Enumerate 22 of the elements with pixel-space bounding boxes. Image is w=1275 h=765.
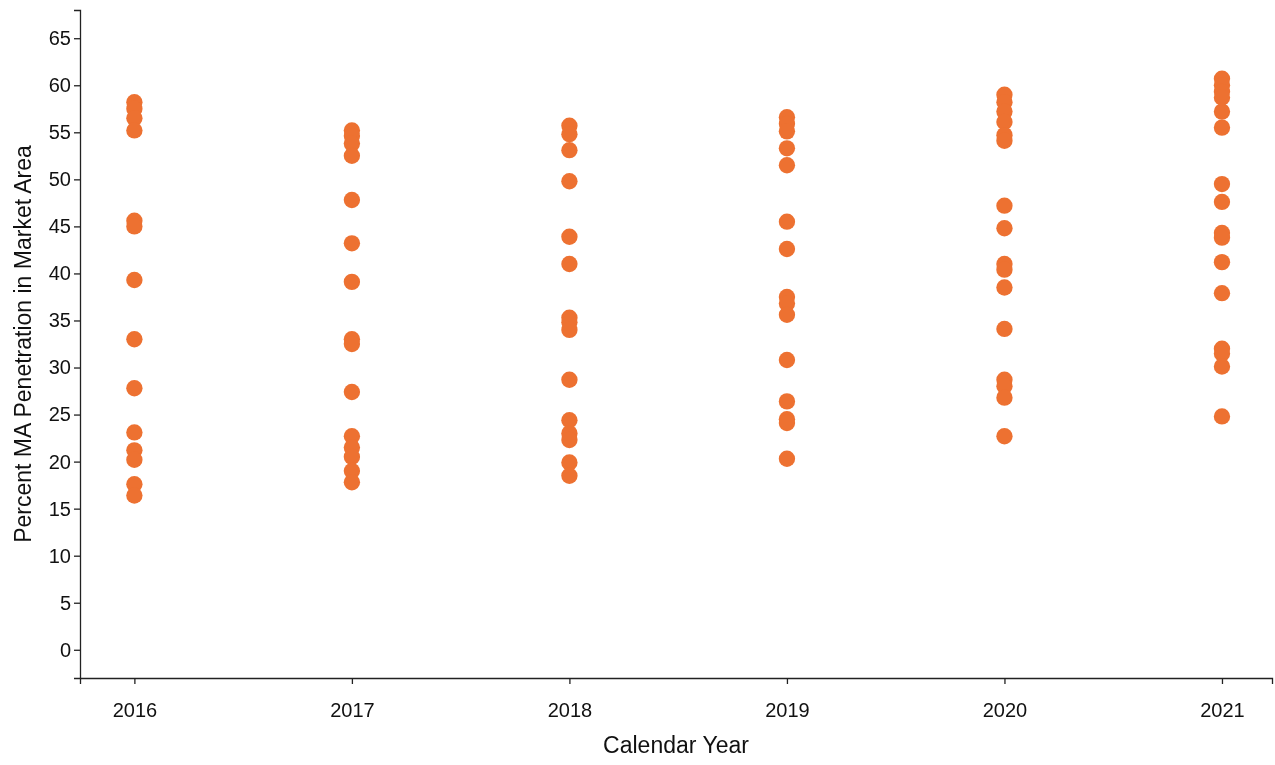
y-tick-label: 15 <box>48 497 71 520</box>
y-tick-label: 0 <box>59 638 71 661</box>
x-tick-label: 2018 <box>547 699 593 721</box>
y-tick-label: 40 <box>48 262 71 285</box>
y-tick-label: 45 <box>48 215 71 238</box>
x-tick-label: 2017 <box>330 699 375 721</box>
y-axis-title: Percent MA Penetration in Market Area <box>10 145 36 543</box>
y-tick-label: 30 <box>48 356 71 379</box>
x-axis-title: Calendar Year <box>603 732 750 758</box>
x-tick-label: 2020 <box>982 699 1028 721</box>
x-tick-label: 2021 <box>1200 699 1245 721</box>
y-tick-label: 60 <box>48 74 71 97</box>
y-tick-label: 20 <box>48 450 71 473</box>
x-tick-label: 2019 <box>765 699 810 721</box>
y-tick-label: 5 <box>59 591 71 614</box>
y-tick-label: 65 <box>48 27 71 50</box>
y-tick-label: 25 <box>48 403 71 426</box>
y-tick-label: 35 <box>48 309 71 332</box>
x-tick-label: 2016 <box>112 699 158 721</box>
y-tick-label: 55 <box>48 121 71 144</box>
y-tick-label: 50 <box>48 168 71 191</box>
y-tick-label: 10 <box>48 544 71 567</box>
